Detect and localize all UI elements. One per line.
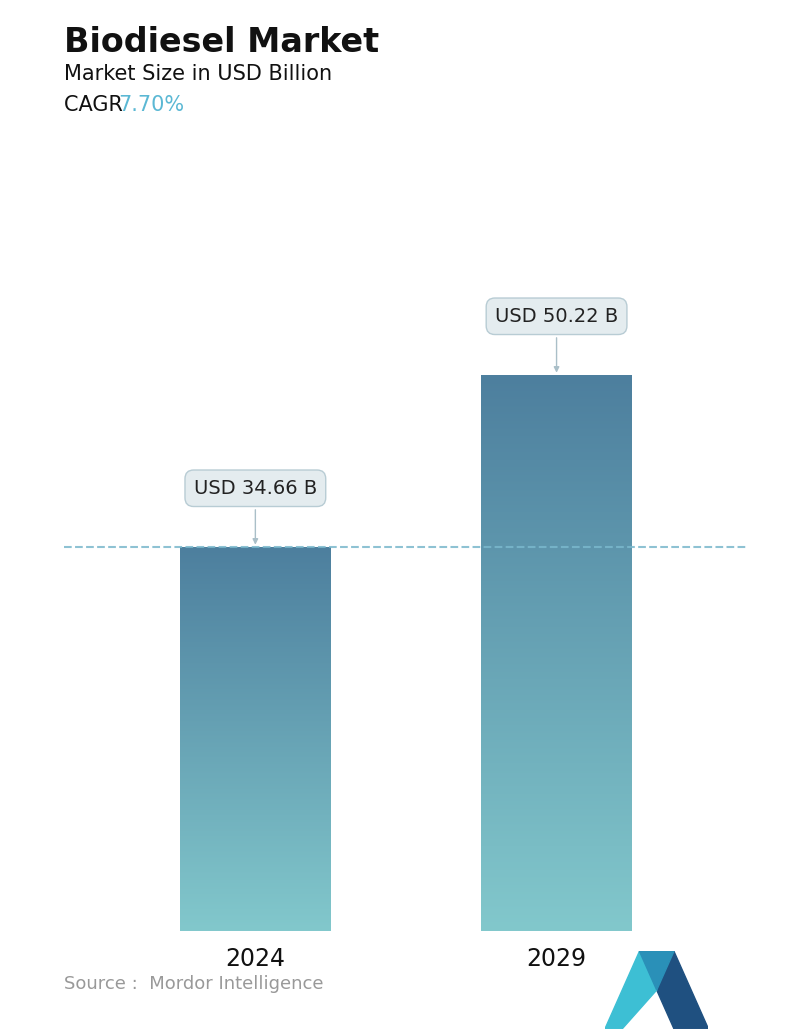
Polygon shape: [605, 951, 657, 1029]
Text: USD 50.22 B: USD 50.22 B: [495, 307, 618, 371]
Polygon shape: [639, 951, 708, 1029]
Text: CAGR: CAGR: [64, 95, 129, 115]
Text: Source :  Mordor Intelligence: Source : Mordor Intelligence: [64, 975, 323, 993]
Text: 7.70%: 7.70%: [118, 95, 184, 115]
Polygon shape: [639, 951, 674, 991]
Text: Biodiesel Market: Biodiesel Market: [64, 26, 379, 59]
Text: Market Size in USD Billion: Market Size in USD Billion: [64, 64, 332, 84]
Text: USD 34.66 B: USD 34.66 B: [193, 479, 317, 543]
